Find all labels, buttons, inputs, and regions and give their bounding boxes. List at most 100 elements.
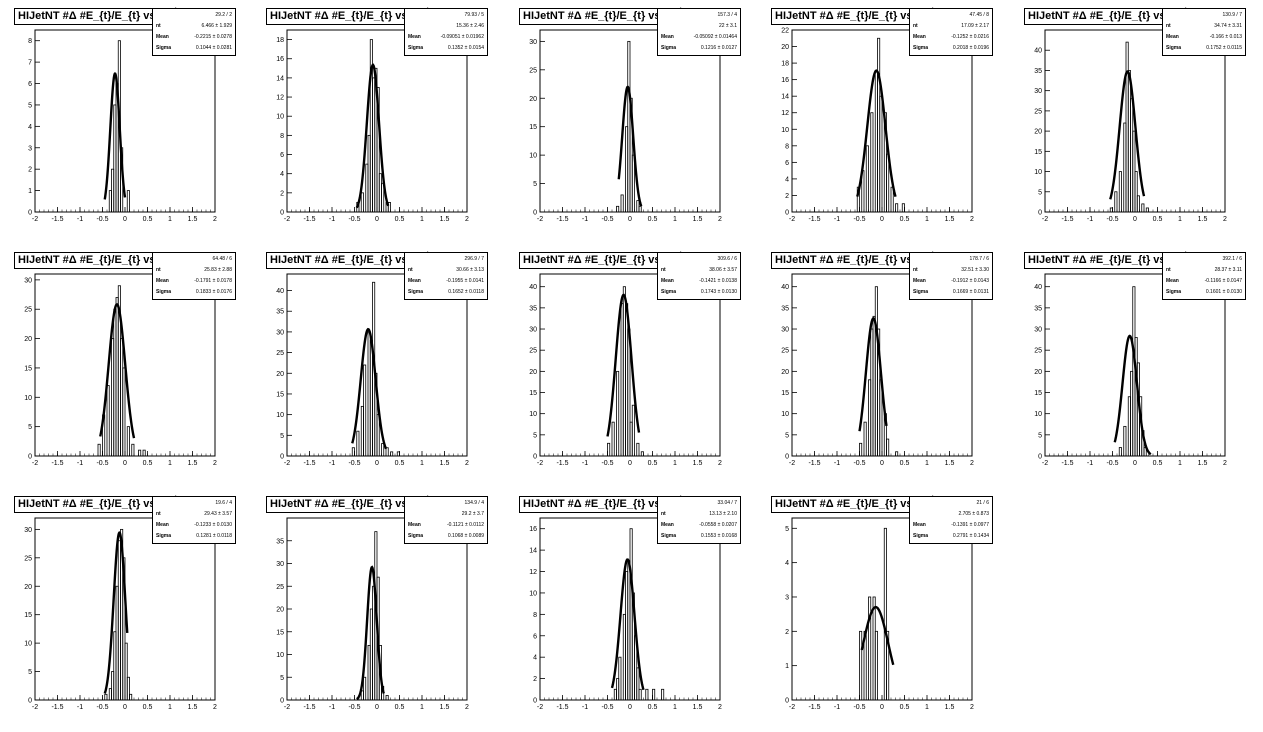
x-tick-label: 1.5 bbox=[1198, 216, 1208, 223]
x-tick-label: 0 bbox=[123, 704, 127, 711]
fit-stats-row: 19.6 / 4 bbox=[153, 497, 235, 508]
fit-stats-value: -0.09051 ± 0.01962 bbox=[440, 34, 484, 40]
x-tick-label: 0 bbox=[375, 460, 379, 467]
fit-stats-value: 130.9 / 7 bbox=[1222, 12, 1242, 18]
fit-stats-value: 296.9 / 7 bbox=[464, 256, 484, 262]
y-tick-label: 15 bbox=[24, 612, 32, 619]
x-tick-label: 1 bbox=[673, 216, 677, 223]
y-tick-label: 20 bbox=[24, 336, 32, 343]
y-tick-label: 40 bbox=[1034, 48, 1042, 55]
x-tick-label: 1 bbox=[673, 460, 677, 467]
fit-stats-value: -0.1233 ± 0.0130 bbox=[194, 522, 232, 528]
fit-stats-value: 29.2 ± 3.7 bbox=[461, 511, 484, 517]
fit-stats-row: nt 34.74 ± 3.31 bbox=[1163, 20, 1245, 31]
histogram-bin bbox=[1109, 207, 1113, 213]
fit-stats-value: 157.3 / 4 bbox=[717, 12, 737, 18]
fit-stats-value: 38.06 ± 3.57 bbox=[709, 267, 737, 273]
fit-stats-row: Sigma 0.1068 ± 0.0089 bbox=[405, 530, 487, 541]
y-tick-label: 10 bbox=[24, 641, 32, 648]
gaussian-fit-curve bbox=[606, 293, 641, 437]
y-tick-label: 25 bbox=[24, 555, 32, 562]
y-tick-label: 0 bbox=[533, 454, 537, 461]
y-tick-label: 0 bbox=[280, 210, 284, 217]
fit-stats-key: Mean bbox=[1166, 34, 1179, 40]
x-tick-label: -0.5 bbox=[348, 216, 360, 223]
fit-stats-box: 64.48 / 6 nt 25.83 ± 2.88 Mean -0.1791 ± 0.0… bbox=[152, 252, 236, 300]
x-tick-label: -1.5 bbox=[303, 460, 315, 467]
fit-stats-box: 19.6 / 4 nt 29.43 ± 3.57 Mean -0.1233 ± 0.01… bbox=[152, 496, 236, 544]
x-tick-label: 2 bbox=[718, 460, 722, 467]
histogram-pad: -2 -1.5 -1 -0.5 0 0.5 1 1.5 2 0 5 10 15 20 25 30 35 40 HIJ… bbox=[505, 244, 757, 488]
y-tick-label: 25 bbox=[529, 348, 537, 355]
y-tick-label: 10 bbox=[1034, 411, 1042, 418]
x-tick-label: -1 bbox=[834, 704, 840, 711]
x-tick-label: -1.5 bbox=[556, 704, 568, 711]
y-tick-label: 0 bbox=[280, 454, 284, 461]
x-tick-label: 0 bbox=[375, 216, 379, 223]
y-tick-label: 40 bbox=[529, 284, 537, 291]
fit-stats-value: 79.93 / 5 bbox=[464, 12, 484, 18]
histogram-bin bbox=[859, 630, 863, 701]
y-tick-label: 20 bbox=[781, 369, 789, 376]
x-tick-label: 1 bbox=[420, 704, 424, 711]
y-tick-label: 20 bbox=[781, 44, 789, 51]
x-tick-label: -2 bbox=[537, 460, 543, 467]
histogram-pad: -2 -1.5 -1 -0.5 0 0.5 1 1.5 2 0 5 10 15 20 25 30 35 HIJet… bbox=[252, 488, 504, 732]
fit-stats-key: Mean bbox=[661, 522, 674, 528]
fit-stats-box: 21 / 6 2.705 ± 0.873 Mean -0.1391 ± 0.0977 S… bbox=[909, 496, 993, 544]
histogram-bin bbox=[97, 443, 101, 457]
histogram-pad: -2 -1.5 -1 -0.5 0 0.5 1 1.5 2 0 2 4 6 8 10 12 14 16 18 20 22… bbox=[757, 0, 1009, 244]
x-tick-label: -1.5 bbox=[303, 216, 315, 223]
histogram-bin bbox=[351, 447, 355, 457]
fit-stats-row: 29.2 / 2 bbox=[153, 9, 235, 20]
histogram-pad: -2 -1.5 -1 -0.5 0 0.5 1 1.5 2 0 5 10 15 20 25 30 HIJetNT… bbox=[0, 488, 252, 732]
fit-stats-row: nt 13.13 ± 2.10 bbox=[658, 508, 740, 519]
fit-stats-value: -0.0558 ± 0.0207 bbox=[699, 522, 737, 528]
histogram-bin bbox=[1141, 203, 1145, 213]
y-tick-label: 15 bbox=[276, 391, 284, 398]
histogram-bin bbox=[618, 656, 622, 701]
y-tick-label: 35 bbox=[781, 305, 789, 312]
fit-stats-key: Mean bbox=[156, 34, 169, 40]
fit-stats-box: 296.9 / 7 nt 30.66 ± 3.13 Mean -0.1955 ± 0.0… bbox=[404, 252, 488, 300]
histogram-bin bbox=[385, 447, 389, 457]
y-tick-label: 25 bbox=[1034, 108, 1042, 115]
x-tick-label: 2 bbox=[213, 460, 217, 467]
histogram-pad: -2 -1.5 -1 -0.5 0 0.5 1 1.5 2 0 1 2 3 4 5 HIJetNT #Δ #E… bbox=[757, 488, 1009, 732]
x-tick-label: 0.5 bbox=[648, 216, 658, 223]
fit-stats-row: Mean -0.1955 ± 0.0141 bbox=[405, 275, 487, 286]
x-tick-label: 1 bbox=[925, 216, 929, 223]
x-tick-label: 0.5 bbox=[395, 216, 405, 223]
y-tick-label: 12 bbox=[781, 110, 789, 117]
x-tick-label: -0.5 bbox=[96, 704, 108, 711]
histogram-bin bbox=[652, 688, 656, 701]
x-tick-label: -1 bbox=[77, 704, 83, 711]
x-tick-label: 0 bbox=[628, 704, 632, 711]
fit-stats-value: 19.6 / 4 bbox=[215, 500, 232, 506]
histogram-pad: -2 -1.5 -1 -0.5 0 0.5 1 1.5 2 0 5 10 15 20 25 30 35 40 HIJ… bbox=[1010, 244, 1262, 488]
y-tick-label: 8 bbox=[785, 143, 789, 150]
histogram-bin bbox=[106, 385, 110, 457]
gaussian-fit-curve bbox=[1113, 334, 1152, 456]
x-tick-label: 0 bbox=[123, 460, 127, 467]
histogram-pad: -2 -1.5 -1 -0.5 0 0.5 1 1.5 2 0 5 10 15 20 25 30 35 40 HIJ… bbox=[757, 244, 1009, 488]
y-tick-label: 16 bbox=[529, 526, 537, 533]
x-tick-label: 1 bbox=[420, 216, 424, 223]
fit-stats-row: nt 6.466 ± 1.929 bbox=[153, 20, 235, 31]
x-tick-label: -2 bbox=[284, 460, 290, 467]
y-tick-label: 6 bbox=[28, 81, 32, 88]
y-tick-label: 10 bbox=[276, 412, 284, 419]
y-tick-label: 3 bbox=[28, 145, 32, 152]
fit-stats-row: Sigma 0.1601 ± 0.0130 bbox=[1163, 286, 1245, 297]
fit-stats-key: Mean bbox=[661, 278, 674, 284]
fit-stats-value: -0.05092 ± 0.01464 bbox=[693, 34, 737, 40]
fit-stats-row: 157.3 / 4 bbox=[658, 9, 740, 20]
x-tick-label: -2 bbox=[789, 704, 795, 711]
x-tick-label: 1 bbox=[168, 704, 172, 711]
fit-stats-key: Sigma bbox=[1166, 289, 1182, 295]
x-tick-label: 1 bbox=[168, 216, 172, 223]
gaussian-fit-curve bbox=[610, 558, 645, 691]
y-tick-label: 30 bbox=[24, 527, 32, 534]
y-tick-label: 16 bbox=[781, 77, 789, 84]
